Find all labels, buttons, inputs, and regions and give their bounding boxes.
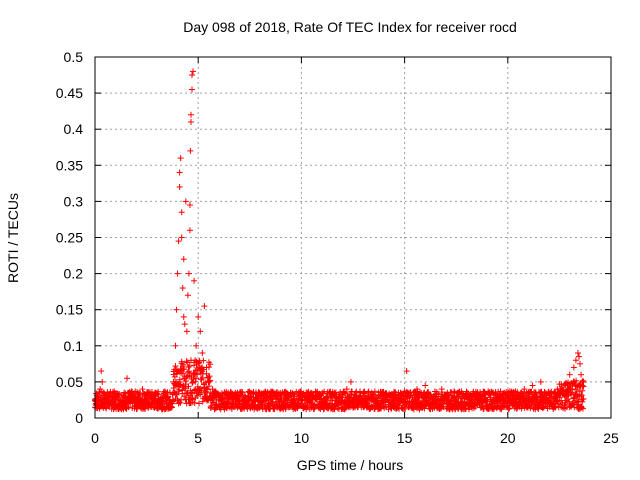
- data-point: [184, 292, 191, 299]
- x-tick-label: 15: [397, 430, 413, 446]
- data-point: [577, 360, 584, 367]
- x-tick-label: 10: [294, 430, 310, 446]
- data-point: [570, 364, 577, 371]
- chart-title: Day 098 of 2018, Rate Of TEC Index for r…: [183, 19, 517, 35]
- data-point: [195, 313, 202, 320]
- data-point: [98, 368, 105, 375]
- data-point: [189, 72, 196, 79]
- data-point: [175, 238, 182, 245]
- data-point: [201, 303, 208, 310]
- data-point: [174, 270, 181, 277]
- data-point: [190, 68, 197, 75]
- y-tick-label: 0.25: [56, 230, 83, 246]
- data-point: [199, 350, 206, 357]
- y-tick-label: 0.2: [64, 266, 84, 282]
- data-point: [179, 285, 186, 292]
- data-point: [139, 386, 146, 393]
- y-tick-label: 0.15: [56, 302, 83, 318]
- y-tick-label: 0.3: [64, 193, 84, 209]
- x-tick-label: 20: [500, 430, 516, 446]
- data-point: [123, 375, 130, 382]
- y-tick-label: 0: [75, 410, 83, 426]
- data-point: [187, 118, 194, 125]
- data-point: [576, 353, 583, 360]
- data-point: [183, 328, 190, 335]
- data-point: [182, 198, 189, 205]
- data-point: [176, 183, 183, 190]
- plot-frame: [94, 56, 612, 419]
- scatter-series: [92, 68, 587, 413]
- y-tick-label: 0.5: [64, 49, 84, 65]
- data-point: [422, 382, 429, 389]
- data-point: [178, 234, 185, 241]
- grid: [95, 57, 611, 418]
- y-tick-label: 0.05: [56, 374, 83, 390]
- data-point: [187, 147, 194, 154]
- x-tick-label: 5: [194, 430, 202, 446]
- data-point: [574, 350, 581, 357]
- x-tick-label: 25: [603, 430, 619, 446]
- data-point: [177, 155, 184, 162]
- data-point: [186, 202, 193, 209]
- data-point: [180, 313, 187, 320]
- data-point: [578, 371, 585, 378]
- y-tick-label: 0.35: [56, 157, 83, 173]
- data-point: [180, 256, 187, 263]
- data-point: [403, 368, 410, 375]
- data-point: [176, 169, 183, 176]
- axis-ticks: 0 5 10 15 20 25 0 0.05 0.1 0.15 0.2 0.25 0.3 0.35 0.4 0…: [56, 49, 619, 446]
- data-point: [187, 111, 194, 118]
- data-point: [193, 342, 200, 349]
- y-tick-label: 0.1: [64, 338, 84, 354]
- data-point: [572, 357, 579, 364]
- data-point: [173, 306, 180, 313]
- data-point: [178, 209, 185, 216]
- x-axis-label: GPS time / hours: [297, 457, 404, 473]
- data-point: [529, 382, 536, 389]
- data-point: [186, 227, 193, 234]
- data-point: [347, 378, 354, 385]
- data-point: [189, 86, 196, 93]
- x-tick-label: 0: [91, 430, 99, 446]
- y-tick-label: 0.4: [64, 121, 84, 137]
- noise-band: [92, 357, 587, 413]
- y-axis-label: ROTI / TECUs: [5, 193, 21, 283]
- data-point: [566, 371, 573, 378]
- y-tick-label: 0.45: [56, 85, 83, 101]
- data-point: [181, 321, 188, 328]
- data-point: [197, 328, 204, 335]
- data-point: [537, 378, 544, 385]
- data-point: [185, 270, 192, 277]
- data-point: [172, 342, 179, 349]
- data-point: [191, 277, 198, 284]
